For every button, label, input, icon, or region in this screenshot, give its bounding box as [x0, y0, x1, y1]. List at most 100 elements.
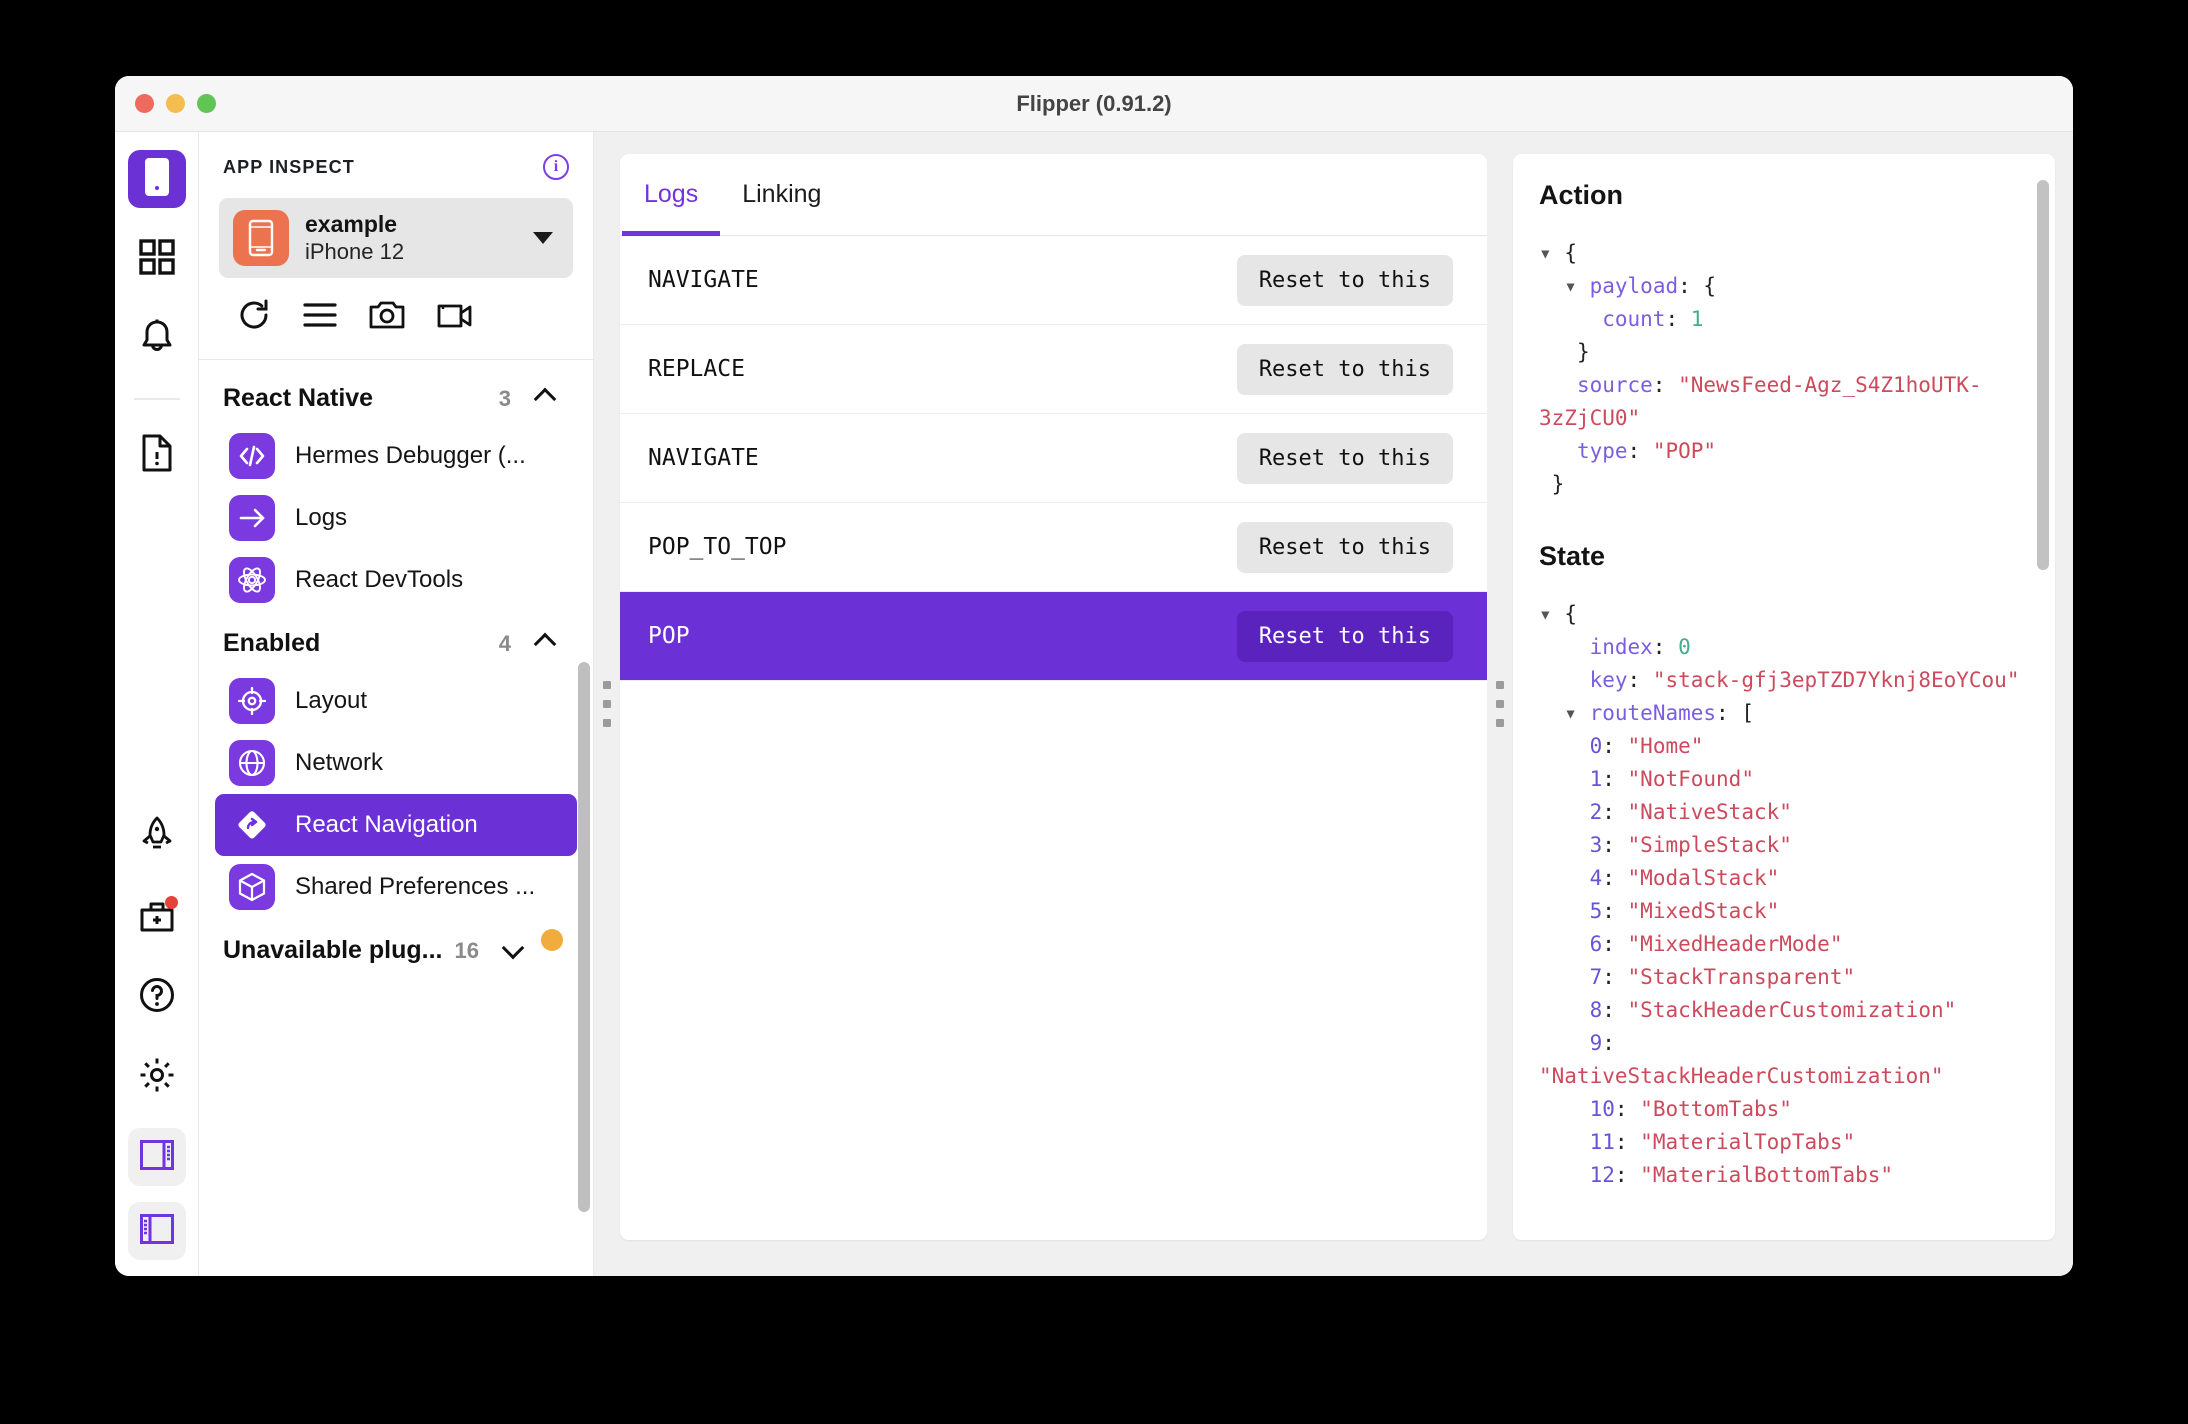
log-row[interactable]: POP_TO_TOP Reset to this	[620, 503, 1487, 592]
toolbox-plus-icon	[140, 898, 174, 937]
video-icon[interactable]	[437, 301, 473, 334]
grid-icon	[138, 238, 175, 280]
rail-notifications[interactable]	[128, 310, 186, 368]
log-action-name: NAVIGATE	[648, 267, 759, 293]
refresh-icon[interactable]	[237, 298, 271, 337]
json-line[interactable]: ▾ payload: {	[1564, 274, 1717, 298]
target-icon	[229, 678, 275, 724]
json-line: }	[1551, 472, 1565, 496]
rail-add-plugin[interactable]	[128, 888, 186, 946]
reset-to-this-button[interactable]: Reset to this	[1236, 610, 1453, 662]
group-title: Enabled	[223, 629, 321, 657]
inspector-panel: Action ▾ { ▾ payload: { count: 1 } sourc…	[1513, 132, 2073, 1276]
device-selector[interactable]: example iPhone 12	[219, 198, 573, 278]
status-badge	[541, 928, 563, 951]
logs-card: Logs Linking NAVIGATE Reset to this REPL…	[620, 154, 1487, 1240]
log-action-name: NAVIGATE	[648, 445, 759, 471]
chevron-down-icon[interactable]	[533, 232, 553, 244]
rail-app-inspect[interactable]	[127, 150, 186, 208]
json-line[interactable]: ▾ {	[1539, 602, 1577, 626]
plugin-group-react-native[interactable]: React Native 3	[199, 366, 593, 425]
code-brackets-icon	[229, 433, 275, 479]
rail-settings[interactable]	[128, 1048, 186, 1106]
action-json-tree[interactable]: ▾ { ▾ payload: { count: 1 } source: "New…	[1539, 237, 2029, 501]
splitter-grip	[1496, 681, 1504, 727]
maximize-button[interactable]	[197, 94, 216, 113]
rail-toggle-right-sidebar[interactable]	[127, 1128, 186, 1186]
close-button[interactable]	[135, 94, 154, 113]
phone-icon	[144, 157, 170, 202]
plugin-group-unavailable[interactable]: Unavailable plug... 16	[199, 918, 593, 977]
json-line: index: 0	[1589, 635, 1691, 659]
log-action-name: POP	[648, 623, 690, 649]
splitter-grip	[603, 681, 611, 727]
plugin-item-react-devtools[interactable]: React DevTools	[215, 549, 577, 611]
splitter-left[interactable]	[594, 132, 620, 1276]
info-icon[interactable]: i	[543, 154, 569, 180]
sidebar-header: APP INSPECT i	[199, 132, 593, 194]
rail-launcher[interactable]	[128, 808, 186, 866]
camera-icon[interactable]	[369, 300, 405, 335]
chevron-down-icon[interactable]	[501, 936, 525, 959]
plugin-list: React Native 3 Hermes Debugger (...	[199, 360, 593, 1276]
json-line: 12: "MaterialBottomTabs"	[1589, 1163, 1894, 1187]
logs-panel: Logs Linking NAVIGATE Reset to this REPL…	[620, 132, 1487, 1276]
group-title: React Native	[223, 384, 374, 412]
rail-divider	[133, 398, 180, 400]
plugin-label: Shared Preferences ...	[295, 873, 536, 900]
plugin-item-react-navigation[interactable]: React Navigation	[215, 794, 577, 856]
rail-plugin-manager[interactable]	[128, 230, 186, 288]
chevron-up-icon[interactable]	[533, 387, 557, 410]
json-line: 6: "MixedHeaderMode"	[1589, 932, 1843, 956]
tab-logs[interactable]: Logs	[622, 154, 721, 236]
rail-logs-file[interactable]	[128, 426, 186, 484]
plugin-label: Layout	[295, 687, 368, 714]
inspector-scrollbar[interactable]	[2037, 180, 2049, 570]
cube-icon	[229, 864, 275, 910]
splitter-right[interactable]	[1487, 132, 1513, 1276]
plugin-group-enabled[interactable]: Enabled 4	[199, 611, 593, 670]
plugin-item-hermes-debugger[interactable]: Hermes Debugger (...	[215, 425, 577, 487]
device-model: iPhone 12	[305, 238, 405, 264]
rail-help[interactable]	[128, 968, 186, 1026]
plugin-item-shared-preferences[interactable]: Shared Preferences ...	[215, 856, 577, 918]
reset-to-this-button[interactable]: Reset to this	[1236, 432, 1453, 484]
state-json-tree[interactable]: ▾ { index: 0 key: "stack-gfj3epTZD7Yknj8…	[1539, 598, 2029, 1192]
reset-to-this-button[interactable]: Reset to this	[1236, 254, 1453, 306]
group-count: 4	[498, 630, 511, 656]
minimize-button[interactable]	[166, 94, 185, 113]
json-line: 2: "NativeStack"	[1589, 800, 1792, 824]
plugin-label: React Navigation	[295, 811, 478, 838]
window-title: Flipper (0.91.2)	[1016, 90, 1172, 116]
log-row[interactable]: REPLACE Reset to this	[620, 325, 1487, 414]
rail-toggle-left-sidebar[interactable]	[127, 1202, 186, 1260]
plugin-item-network[interactable]: Network	[215, 732, 577, 794]
json-line: }	[1576, 340, 1590, 364]
json-line: key: "stack-gfj3epTZD7Yknj8EoYCou"	[1589, 668, 2020, 692]
inspector-card: Action ▾ { ▾ payload: { count: 1 } sourc…	[1513, 154, 2055, 1240]
json-line: 0: "Home"	[1589, 734, 1704, 758]
json-line: 4: "ModalStack"	[1589, 866, 1780, 890]
group-count: 16	[454, 937, 479, 963]
json-line[interactable]: ▾ {	[1539, 241, 1577, 265]
sidebar-scrollbar[interactable]	[578, 662, 590, 1212]
icon-rail	[115, 132, 199, 1276]
log-row[interactable]: NAVIGATE Reset to this	[620, 236, 1487, 325]
globe-icon	[229, 740, 275, 786]
log-list-empty-area	[620, 681, 1487, 1240]
reset-to-this-button[interactable]: Reset to this	[1236, 521, 1453, 573]
log-row-selected[interactable]: POP Reset to this	[620, 592, 1487, 681]
json-line[interactable]: ▾ routeNames: [	[1564, 701, 1754, 725]
action-section-title: Action	[1539, 180, 1623, 210]
title-bar: Flipper (0.91.2)	[115, 76, 2073, 132]
json-line: count: 1	[1602, 307, 1704, 331]
hamburger-icon[interactable]	[303, 302, 337, 333]
chevron-up-icon[interactable]	[533, 632, 557, 655]
reset-to-this-button[interactable]: Reset to this	[1236, 343, 1453, 395]
plugin-item-logs[interactable]: Logs	[215, 487, 577, 549]
log-action-name: REPLACE	[648, 356, 745, 382]
log-row[interactable]: NAVIGATE Reset to this	[620, 414, 1487, 503]
plugin-label: Logs	[295, 504, 348, 531]
tab-linking[interactable]: Linking	[742, 180, 822, 208]
plugin-item-layout[interactable]: Layout	[215, 670, 577, 732]
